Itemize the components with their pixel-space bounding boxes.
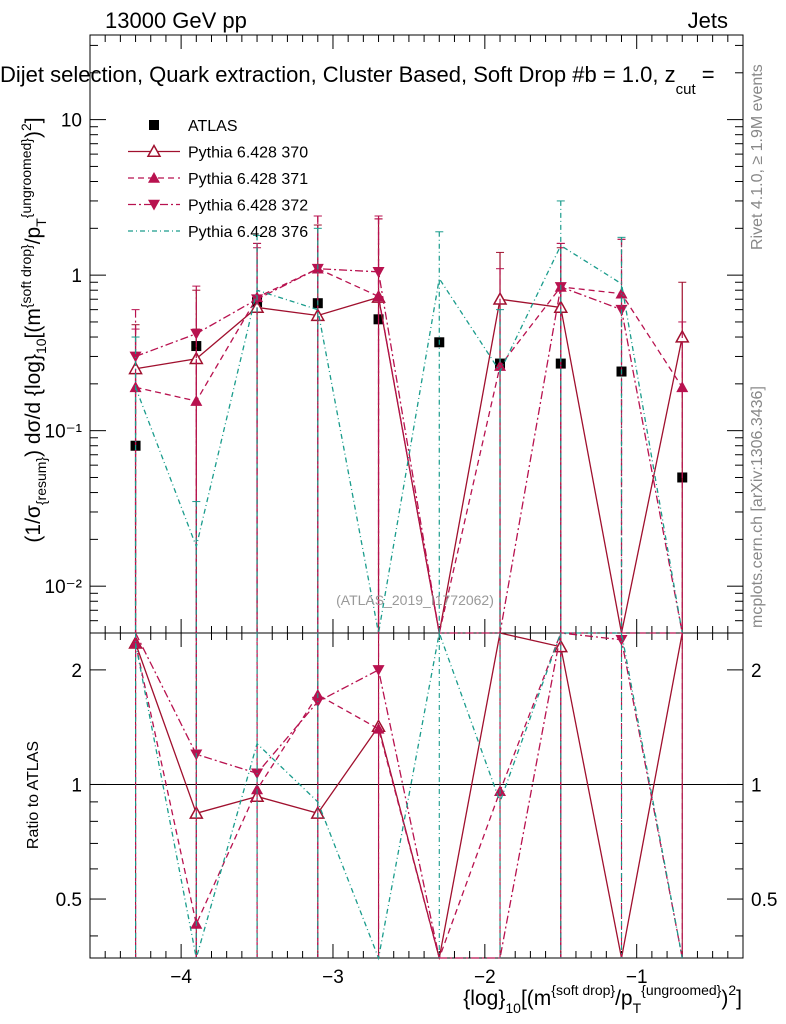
legend-item: ATLAS: [149, 118, 238, 135]
series-line: [134, 244, 683, 634]
data-point: [372, 290, 385, 302]
series-1: [128, 218, 690, 634]
y-tick-label-main: 10⁻¹: [45, 422, 83, 443]
side-text-rivet: Rivet 4.1.0, ≥ 1.9M events: [749, 64, 766, 250]
plot-title-sub: cut: [676, 81, 697, 98]
legend-label: Pythia 6.428 372: [188, 198, 308, 215]
y-tick-label-ratio-right: 0.5: [751, 890, 777, 911]
x-tick-label: −3: [322, 967, 344, 988]
ratio-series-2: [134, 632, 683, 959]
legend-item: Pythia 6.428 370: [128, 143, 308, 162]
y-tick-label-ratio-right: 1: [751, 775, 762, 796]
ratio-point: [372, 722, 385, 734]
series-3: [129, 215, 683, 634]
legend-label: Pythia 6.428 371: [188, 171, 308, 188]
series-2: [129, 215, 689, 634]
data-point: [190, 328, 203, 340]
plot-title-tail: =: [696, 62, 715, 87]
legend-marker: [146, 143, 162, 158]
ratio-point: [615, 634, 628, 646]
data-point: [676, 381, 689, 393]
series-line: [135, 267, 683, 634]
series-line: [135, 268, 683, 634]
y-tick-label-ratio: 2: [71, 661, 82, 682]
header-right: Jets: [688, 8, 728, 33]
ratio-line: [134, 632, 683, 959]
legend-marker: [149, 120, 159, 130]
y-tick-label-ratio-right: 2: [751, 661, 762, 682]
ratio-point: [372, 665, 385, 676]
legend-label: ATLAS: [188, 118, 238, 135]
y-tick-label-ratio: 1: [71, 775, 82, 796]
legend-item: Pythia 6.428 372: [128, 198, 308, 215]
header-left: 13000 GeV pp: [105, 8, 247, 33]
y-axis-label-ratio: Ratio to ATLAS: [25, 741, 42, 849]
ratio-panel-frame: [89, 632, 744, 959]
y-axis-label-main: (1/σ{resum}) dσ/d {log}10[(m{soft drop}/…: [18, 117, 49, 542]
ratio-point: [311, 696, 324, 708]
legend-label: Pythia 6.428 370: [188, 145, 308, 162]
data-point: [494, 360, 507, 371]
watermark: (ATLAS_2019_I1772062): [336, 592, 494, 608]
legend-marker: [148, 199, 160, 211]
series-line: [135, 296, 683, 634]
series-4: [131, 200, 683, 634]
x-tick-label: −1: [626, 967, 648, 988]
side-text-mcplots: mcplots.cern.ch [arXiv:1306.3436]: [749, 386, 766, 628]
ratio-point: [129, 637, 142, 649]
ratio-line: [134, 630, 683, 961]
data-point: [372, 267, 385, 278]
legend-item: Pythia 6.428 371: [128, 171, 308, 188]
legend-label: Pythia 6.428 376: [188, 224, 308, 241]
ratio-series-0: [128, 632, 683, 959]
y-tick-label-ratio: 0.5: [56, 890, 82, 911]
legend-marker: [148, 172, 160, 183]
ratio-series-1: [129, 632, 683, 961]
x-tick-label: −2: [474, 967, 496, 988]
ratio-series-3: [134, 630, 683, 961]
y-tick-label-main: 10⁻²: [45, 577, 83, 598]
plot-title-main: Dijet selection, Quark extraction, Clust…: [0, 62, 676, 87]
y-tick-label-main: 1: [71, 266, 82, 287]
legend-item: Pythia 6.428 376: [128, 224, 308, 241]
plot-title: Dijet selection, Quark extraction, Clust…: [0, 62, 715, 98]
x-tick-label: −4: [170, 967, 192, 988]
x-axis-label: {log}10[(m{soft drop}/pT{ungroomed})2]: [463, 982, 742, 1016]
y-tick-label-main: 10: [61, 111, 82, 132]
